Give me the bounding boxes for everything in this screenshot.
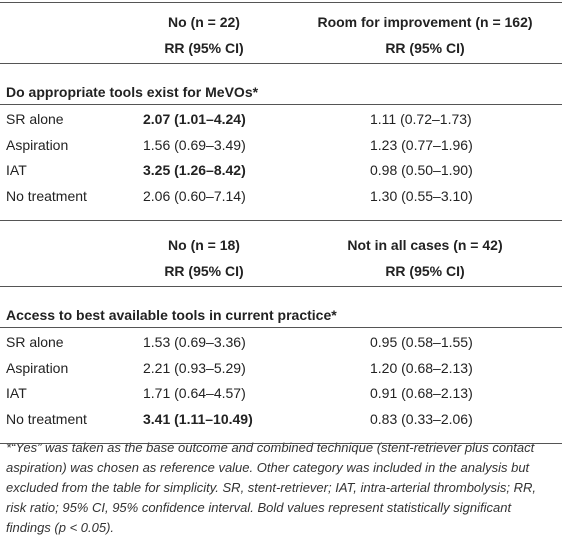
cell-value: 1.30 (0.55–3.10) — [370, 187, 473, 204]
footnote: *“Yes” was taken as the base outcome and… — [6, 440, 537, 535]
cell-value: 0.83 (0.33–2.06) — [370, 410, 473, 427]
cell-value: 1.11 (0.72–1.73) — [370, 111, 472, 127]
column-header: No (n = 18) — [168, 237, 240, 253]
column-subheader: RR (95% CI) — [164, 40, 244, 56]
cell-value: 2.07 (1.01–4.24) — [143, 111, 246, 127]
column-header: Room for improvement (n = 162) — [317, 14, 533, 30]
column-header: No (n = 22) — [168, 14, 240, 30]
section-title: Access to best available tools in curren… — [6, 307, 337, 323]
cell-value: 3.41 (1.11–10.49) — [143, 410, 253, 427]
row-label: Aspiration — [6, 136, 69, 153]
column-subheader: RR (95% CI) — [385, 40, 465, 56]
row-label: IAT — [6, 162, 27, 178]
rule — [0, 443, 562, 444]
row-label: Aspiration — [6, 359, 69, 376]
cell-value: 1.20 (0.68–2.13) — [370, 359, 473, 376]
cell-value: 1.53 (0.69–3.36) — [143, 334, 246, 350]
section-title: Do appropriate tools exist for MeVOs* — [6, 84, 259, 100]
cell-value: 0.95 (0.58–1.55) — [370, 334, 473, 350]
cell-value: 2.06 (0.60–7.14) — [143, 187, 246, 204]
column-subheader: RR (95% CI) — [385, 263, 465, 279]
column-subheader: RR (95% CI) — [164, 263, 244, 279]
row-label: No treatment — [6, 410, 87, 427]
rule — [0, 220, 562, 221]
rule — [0, 327, 562, 328]
cell-value: 2.21 (0.93–5.29) — [143, 359, 246, 376]
row-label: No treatment — [6, 187, 87, 204]
rule — [0, 2, 562, 3]
row-label: SR alone — [6, 111, 64, 127]
cell-value: 3.25 (1.26–8.42) — [143, 162, 246, 178]
cell-value: 1.71 (0.64–4.57) — [143, 385, 246, 401]
cell-value: 1.56 (0.69–3.49) — [143, 136, 246, 153]
cell-value: 1.23 (0.77–1.96) — [370, 136, 473, 153]
row-label: IAT — [6, 385, 27, 401]
column-header: Not in all cases (n = 42) — [347, 237, 503, 253]
rule — [0, 286, 562, 287]
rule — [0, 63, 562, 64]
cell-value: 0.91 (0.68–2.13) — [370, 385, 473, 401]
row-label: SR alone — [6, 334, 64, 350]
cell-value: 0.98 (0.50–1.90) — [370, 162, 473, 178]
rule — [0, 104, 562, 105]
